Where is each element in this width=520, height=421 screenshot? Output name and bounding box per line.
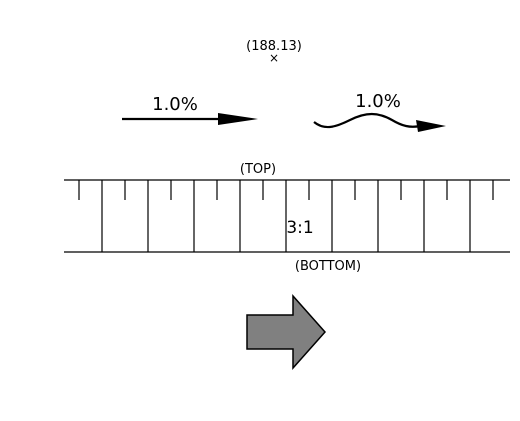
flow-arrow: 1.0% (313, 91, 446, 132)
direction-arrow (246, 294, 327, 370)
flow-arrow-label: 1.0% (355, 91, 401, 112)
slope-arrow: 1.0% (122, 94, 258, 125)
direction-arrow-shape (246, 294, 327, 370)
flow-arrow-head (416, 120, 446, 132)
slope-top-label: (TOP) (240, 162, 276, 177)
spot-elevation-marker: × (269, 51, 279, 65)
slope-arrow-head (218, 113, 258, 125)
slope-hatch-group (78, 180, 494, 252)
slope-ratio-label: 3:1 (286, 218, 313, 238)
slope-arrow-label: 1.0% (152, 94, 198, 115)
spot-elevation-label: (188.13) (246, 39, 302, 54)
spot-elevation: (188.13) × (246, 39, 302, 65)
flow-arrow-shaft (313, 112, 421, 129)
slope-bottom-label: (BOTTOM) (295, 259, 361, 274)
slope-symbol: (TOP) 3:1 (BOTTOM) (64, 162, 510, 274)
